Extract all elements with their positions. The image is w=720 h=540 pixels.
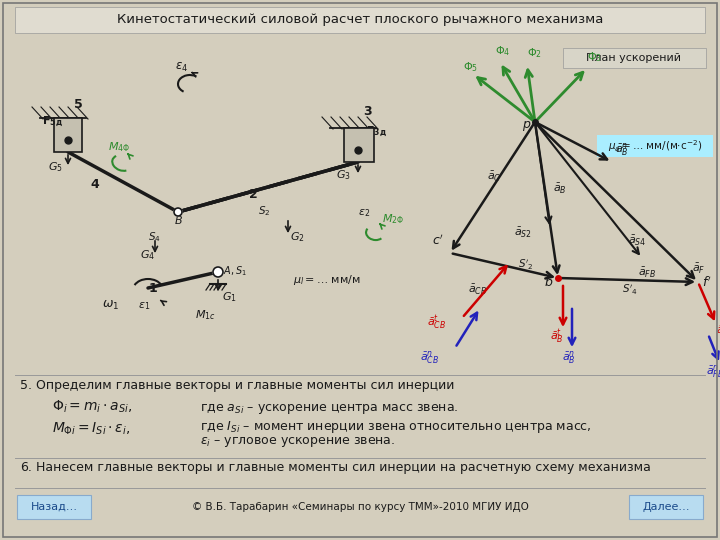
Text: Нанесем главные векторы и главные моменты сил инерции на расчетную схему механиз: Нанесем главные векторы и главные момент… [36,461,651,474]
FancyBboxPatch shape [257,269,397,291]
Text: $S_4$: $S_4$ [148,230,161,244]
Text: Назад…: Назад… [30,502,78,512]
Text: 6.: 6. [20,461,32,474]
Text: $G_4$: $G_4$ [140,248,156,262]
Text: $\bar{a}_{S4}$: $\bar{a}_{S4}$ [628,234,647,248]
Text: $S'_4$: $S'_4$ [622,282,638,297]
Text: $\bar{a}_B$: $\bar{a}_B$ [553,182,567,196]
Text: $\bar{a}^t_{CB}$: $\bar{a}^t_{CB}$ [427,313,446,332]
FancyBboxPatch shape [54,118,82,152]
Text: $\bar{a}_{CB}$: $\bar{a}_{CB}$ [468,283,487,297]
Text: $\bar{a}_{FB}$: $\bar{a}_{FB}$ [638,266,656,280]
Text: $\bar{a}^n_{FB}$: $\bar{a}^n_{FB}$ [706,363,720,380]
Text: План ускорений: План ускорений [587,53,682,63]
Text: $\mu_a= \ldots$ мм/(м$\cdot$с$^{-2}$): $\mu_a= \ldots$ мм/(м$\cdot$с$^{-2}$) [608,138,702,154]
Text: $\bar{a}^n_B$: $\bar{a}^n_B$ [562,349,576,366]
Text: $b$: $b$ [544,275,554,289]
Text: $G_5$: $G_5$ [48,160,63,174]
Text: $G_2$: $G_2$ [290,230,305,244]
Text: $\mathbf{5}$: $\mathbf{5}$ [73,98,83,111]
Text: © В.Б. Тарабарин «Семинары по курсу ТММ»-2010 МГИУ ИДО: © В.Б. Тарабарин «Семинары по курсу ТММ»… [192,502,528,512]
Text: $\Phi_3$: $\Phi_3$ [587,50,602,64]
Text: $\mathbf{1}$: $\mathbf{1}$ [148,282,158,295]
Text: $A,S_1$: $A,S_1$ [223,264,247,278]
Text: $f'$: $f'$ [702,275,711,290]
Text: Далее…: Далее… [642,502,690,512]
Text: $G_3$: $G_3$ [336,168,351,182]
Text: $\mathbf{4}$: $\mathbf{4}$ [90,178,100,191]
Text: Определим главные векторы и главные моменты сил инерции: Определим главные векторы и главные моме… [36,379,454,392]
Text: $C,S_3$: $C,S_3$ [346,146,370,160]
FancyBboxPatch shape [15,7,705,33]
Text: $\varepsilon_i$ – угловое ускорение звена.: $\varepsilon_i$ – угловое ускорение звен… [200,435,395,449]
FancyBboxPatch shape [597,135,713,157]
Text: $\mu_l= \ldots$ мм/м: $\mu_l= \ldots$ мм/м [293,273,361,287]
Text: $\bar{a}^t_B$: $\bar{a}^t_B$ [550,327,564,346]
Text: $\bar{a}^n_{CB}$: $\bar{a}^n_{CB}$ [420,349,439,366]
Text: $S_2$: $S_2$ [258,204,271,218]
Text: $\mathbf{3}$: $\mathbf{3}$ [363,105,373,118]
FancyBboxPatch shape [629,495,703,519]
Text: $\mathbf{2}$: $\mathbf{2}$ [248,188,258,201]
Text: $\varepsilon_4$: $\varepsilon_4$ [175,61,188,74]
Text: $\Phi_5$: $\Phi_5$ [463,60,478,74]
Text: $M_{2\Phi}$: $M_{2\Phi}$ [382,212,404,226]
Text: 5.: 5. [20,379,32,392]
Text: $\bar{a}_C$: $\bar{a}_C$ [487,170,501,184]
Text: $M_{1c}$: $M_{1c}$ [195,308,216,322]
Text: $\mathbf{F_{3д}}$: $\mathbf{F_{3д}}$ [366,124,387,139]
Text: $\Phi_4$: $\Phi_4$ [495,44,510,58]
Text: $B$: $B$ [174,214,183,226]
Text: Кинетостатический силовой расчет плоского рычажного механизма: Кинетостатический силовой расчет плоског… [117,14,603,26]
Text: $F,S_5$: $F,S_5$ [56,136,78,150]
Text: где $I_{Si}$ – момент инерции звена относительно центра масс,: где $I_{Si}$ – момент инерции звена отно… [200,419,592,435]
Text: $\varepsilon_2$: $\varepsilon_2$ [358,207,370,219]
FancyBboxPatch shape [563,48,706,68]
Text: $\bar{a}^n_B$: $\bar{a}^n_B$ [615,141,629,158]
Text: $\bar{a}^t_{FB}$: $\bar{a}^t_{FB}$ [716,321,720,340]
Circle shape [174,208,182,216]
FancyBboxPatch shape [17,495,91,519]
Text: $p$: $p$ [522,119,531,133]
Text: $\Phi_i = m_i \cdot a_{Si},$: $\Phi_i = m_i \cdot a_{Si},$ [52,399,132,415]
Text: $\varepsilon_1$: $\varepsilon_1$ [138,300,150,312]
Circle shape [213,267,223,277]
Text: $\omega_1$: $\omega_1$ [102,299,120,312]
Text: $G_1$: $G_1$ [222,290,237,304]
Text: $\Phi_2$: $\Phi_2$ [527,46,542,60]
Text: $\mathbf{F_{5д}}$: $\mathbf{F_{5д}}$ [42,114,63,129]
FancyBboxPatch shape [344,128,374,162]
Text: $c'$: $c'$ [432,233,444,248]
Text: $\bar{a}_F$: $\bar{a}_F$ [692,262,706,276]
Text: $\bar{a}_{S2}$: $\bar{a}_{S2}$ [514,226,532,240]
Text: где $a_{Si}$ – ускорение центра масс звена.: где $a_{Si}$ – ускорение центра масс зве… [200,402,459,416]
Text: $M_{4\Phi}$: $M_{4\Phi}$ [108,140,130,154]
Text: $S'_2$: $S'_2$ [518,258,534,272]
Text: $M_{\Phi i} = I_{Si} \cdot \varepsilon_i,$: $M_{\Phi i} = I_{Si} \cdot \varepsilon_i… [52,421,130,437]
